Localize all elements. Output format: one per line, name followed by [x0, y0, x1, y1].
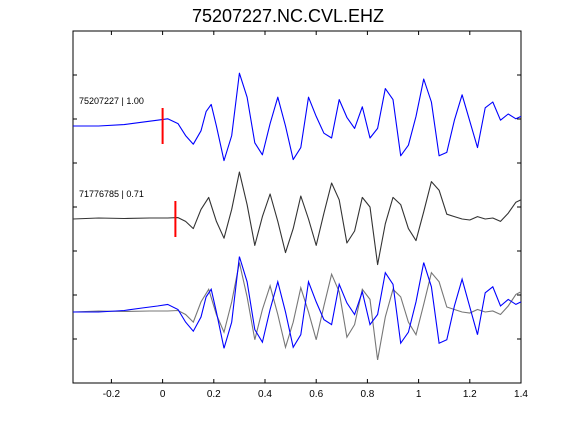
x-tick-label: 0.8 [360, 389, 374, 400]
trace-label: 75207227 | 1.00 [79, 96, 144, 106]
x-tick-label: 1.4 [514, 389, 528, 400]
trace-label: 71776785 | 0.71 [79, 189, 144, 199]
traces-group: 75207227 | 1.00 71776785 | 0.71 [72, 72, 522, 360]
x-tick-label: 0.2 [207, 389, 221, 400]
x-tick-label: 0.6 [309, 389, 323, 400]
trace-line [72, 171, 522, 266]
x-tick-label: 0 [160, 389, 166, 400]
trace-line [73, 72, 522, 162]
x-tick-label: -0.2 [103, 389, 121, 400]
chart-title: 75207227.NC.CVL.EHZ [191, 6, 385, 26]
axes-frame [72, 30, 522, 384]
x-tick-label: 1 [416, 389, 422, 400]
x-tick-label: 0.4 [258, 389, 272, 400]
overlay-match-line [72, 262, 522, 360]
ticks-group: -0.2 0 0.2 0.4 0.6 0.8 1 1.2 1.4 [73, 31, 528, 400]
overlay-target-line [73, 256, 522, 349]
x-tick-label: 1.2 [463, 389, 477, 400]
